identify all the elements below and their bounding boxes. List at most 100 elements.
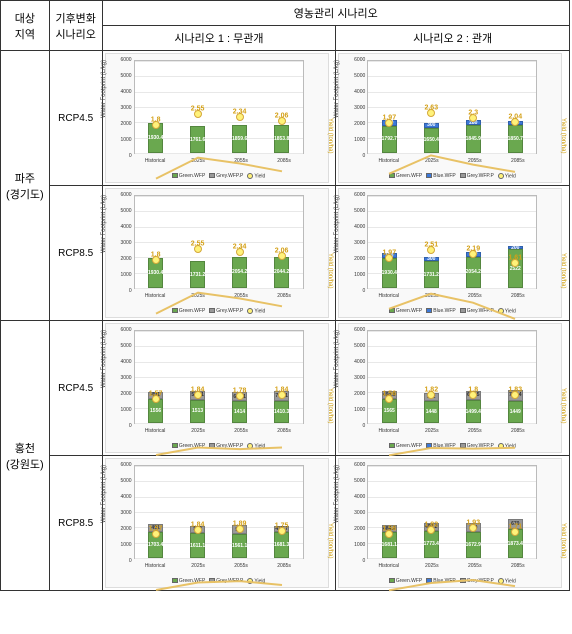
ytick: 5000 [353, 343, 365, 349]
ytick: 6000 [120, 462, 132, 468]
yield-value: 2.34 [233, 109, 247, 116]
yield-value: 1.75 [275, 523, 289, 530]
yield-value: 1.8 [151, 117, 161, 124]
ytick: 3000 [353, 510, 365, 516]
yield-value: 1.89 [233, 521, 247, 528]
yield-value: 2.3 [468, 109, 478, 116]
plot-area: 1703.44911611.15001561.15901681.3415.71.… [134, 465, 304, 559]
yield-value: 2.06 [275, 113, 289, 120]
ytick: 6000 [353, 462, 365, 468]
hdr-scen1: 시나리오 1 : 무관개 [102, 26, 336, 51]
ytick: 5000 [120, 343, 132, 349]
ytick: 1000 [120, 272, 132, 278]
ytick: 5000 [120, 73, 132, 79]
plot-area: 1930.43501731.23002054.228025222001.972.… [367, 195, 537, 289]
ytick: 4000 [120, 359, 132, 365]
ytick: 1000 [120, 542, 132, 548]
plot-area: 1681.1484.21773.4497.21672.96101873.4670… [367, 465, 537, 559]
yield-value: 2.34 [233, 244, 247, 251]
region-cell: 파주(경기도) [1, 51, 50, 321]
plot-area: 1930.41761.61859.61853.81.82.552.342.06 [134, 60, 304, 154]
ytick: 3000 [353, 105, 365, 111]
yield-value: 2.55 [191, 240, 205, 247]
ytick: 1000 [353, 272, 365, 278]
ytick: 3000 [353, 375, 365, 381]
plot-area: 1565494.814485221499.4610.51449716.41.56… [367, 330, 537, 424]
ytick: 1000 [120, 407, 132, 413]
ytick: 0 [120, 558, 132, 564]
ytick: 2000 [353, 526, 365, 532]
chart-cell: 0100020003000400050006000Historical2025s… [336, 456, 570, 591]
yield-value: 1.84 [191, 386, 205, 393]
chart-h85-1: 0100020003000400050006000Historical2025s… [105, 458, 329, 588]
plot-area: 15564911513580.11414616.11410.3704.11.57… [134, 330, 304, 424]
yield-value: 1.84 [191, 521, 205, 528]
ytick: 0 [353, 558, 365, 564]
yield-value: 1.93 [466, 520, 480, 527]
ytick: 5000 [120, 478, 132, 484]
ytick: 3000 [120, 375, 132, 381]
chart-cell: 0100020003000400050006000Historical2025s… [102, 321, 336, 456]
ytick: 1000 [353, 542, 365, 548]
ytick: 4000 [120, 224, 132, 230]
ytick: 2000 [120, 526, 132, 532]
chart-cell: 0100020003000400050006000Historical2025s… [336, 186, 570, 321]
yield-value: 1.83 [508, 387, 522, 394]
chart-cell: 0100020003000400050006000Historical2025s… [336, 51, 570, 186]
ytick: 2000 [120, 256, 132, 262]
yield-value: 1.8 [151, 252, 161, 259]
yield-value: 1.78 [233, 387, 247, 394]
yield-value: 2.19 [466, 246, 480, 253]
ytick: 0 [353, 288, 365, 294]
yield-value: 2.06 [275, 248, 289, 255]
ytick: 3000 [120, 240, 132, 246]
chart-p85-2: 0100020003000400050006000Historical2025s… [338, 188, 562, 318]
yield-value: 1.8 [468, 387, 478, 394]
ytick: 1000 [353, 137, 365, 143]
plot-area: 1792.73501650.43001845.92801850.72501.97… [367, 60, 537, 154]
ytick: 2000 [353, 256, 365, 262]
chart-cell: 0100020003000400050006000Historical2025s… [336, 321, 570, 456]
yield-value: 1.57 [149, 526, 163, 533]
ytick: 5000 [353, 73, 365, 79]
chart-cell: 0100020003000400050006000Historical2025s… [102, 51, 336, 186]
yield-value: 2.51 [424, 241, 438, 248]
ytick: 4000 [120, 494, 132, 500]
ytick: 2000 [120, 391, 132, 397]
yield-value: 1.56 [382, 391, 396, 398]
hdr-main: 영농관리 시나리오 [102, 1, 569, 26]
ytick: 3000 [120, 105, 132, 111]
yield-value: 2.63 [424, 104, 438, 111]
ytick: 6000 [120, 192, 132, 198]
rcp-cell: RCP8.5 [49, 186, 102, 321]
ytick: 5000 [353, 208, 365, 214]
ytick: 4000 [353, 359, 365, 365]
ytick: 4000 [353, 224, 365, 230]
ytick: 6000 [353, 57, 365, 63]
ytick: 4000 [353, 89, 365, 95]
ytick: 2000 [353, 121, 365, 127]
yield-value: 2.04 [508, 113, 522, 120]
chart-p85-1: 0100020003000400050006000Historical2025s… [105, 188, 329, 318]
yield-value: 1.56 [382, 526, 396, 533]
chart-h45-1: 0100020003000400050006000Historical2025s… [105, 323, 329, 453]
chart-h85-2: 0100020003000400050006000Historical2025s… [338, 458, 562, 588]
ytick: 4000 [120, 89, 132, 95]
ytick: 4000 [353, 494, 365, 500]
yield-value: 1.71 [508, 523, 522, 530]
chart-p45-2: 0100020003000400050006000Historical2025s… [338, 53, 562, 183]
yield-value: 1.82 [424, 522, 438, 529]
ytick: 0 [120, 423, 132, 429]
ytick: 3000 [353, 240, 365, 246]
ytick: 2000 [120, 121, 132, 127]
rcp-cell: RCP8.5 [49, 456, 102, 591]
rcp-cell: RCP4.5 [49, 51, 102, 186]
ytick: 2000 [353, 391, 365, 397]
ytick: 0 [353, 423, 365, 429]
ytick: 6000 [353, 327, 365, 333]
chart-cell: 0100020003000400050006000Historical2025s… [102, 456, 336, 591]
ytick: 3000 [120, 510, 132, 516]
ytick: 6000 [353, 192, 365, 198]
yield-line [135, 466, 303, 634]
ytick: 0 [120, 288, 132, 294]
